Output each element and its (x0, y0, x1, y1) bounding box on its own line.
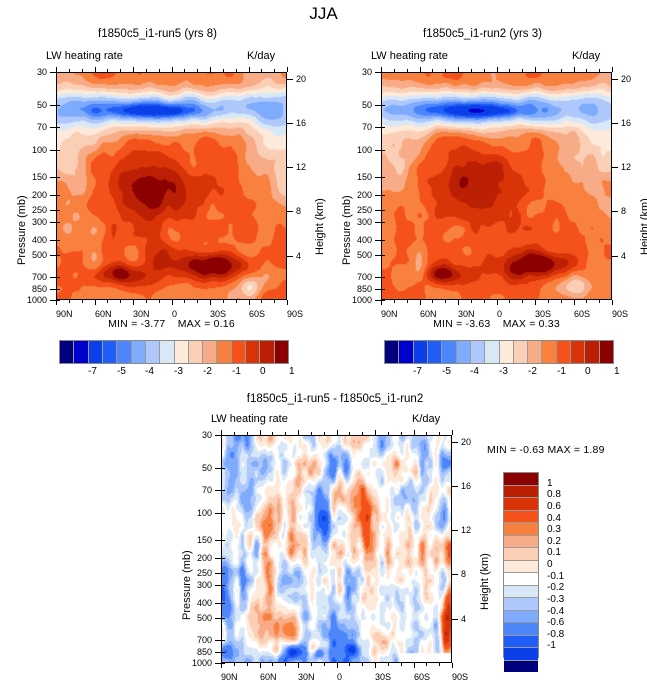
panel-header-right-run2: K/day (572, 50, 601, 62)
colorbar-cell (498, 341, 513, 363)
colorbar-cell (504, 522, 538, 535)
colorbar-cell (116, 341, 131, 363)
colorbar-cell (512, 341, 528, 363)
colorbar-cell (73, 341, 88, 363)
figure-suptitle: JJA (309, 4, 338, 23)
colorbar-cell (504, 509, 538, 522)
stats-diff: MIN = -0.63 MAX = 1.89 (487, 444, 605, 456)
colorbar-cell (144, 341, 160, 363)
min-value-run5: MIN = -3.77 (108, 318, 166, 330)
colorbar-cell (273, 341, 288, 363)
min-value-run2: MIN = -3.63 (433, 318, 491, 330)
colorbar-cell (245, 341, 260, 363)
colorbar-cell (504, 572, 538, 585)
colorbar-cell (426, 341, 442, 363)
panel-header-left-diff: LW heating rate (211, 413, 288, 425)
colorbar-cell (398, 341, 413, 363)
colorbar-cell (504, 597, 538, 610)
max-value-run2: MAX = 0.33 (502, 318, 560, 330)
colorbar-cell (504, 609, 538, 622)
panel-title-diff: f1850c5_i1-run5 - f1850c5_i1-run2 (246, 393, 424, 405)
colorbar-cell (173, 341, 188, 363)
colorbar-cell (598, 341, 613, 363)
colorbar-cell (469, 341, 485, 363)
colorbar-cell (87, 341, 102, 363)
colorbar-cell (504, 547, 538, 560)
colorbar-cell (504, 473, 538, 485)
colorbar-cell (441, 341, 456, 363)
contour-field-run5 (57, 73, 286, 299)
colorbar-cell (555, 341, 571, 363)
colorbar-cell (187, 341, 203, 363)
colorbar-cell (504, 634, 538, 647)
panel-header-right-run5: K/day (247, 50, 276, 62)
plot-area-run5 (56, 72, 287, 300)
colorbar-cell (216, 341, 231, 363)
colorbar-cell (412, 341, 427, 363)
colorbar-cell (504, 559, 538, 572)
colorbar-cell (570, 341, 585, 363)
panel-title-run2: f1850c5_i1-run2 (yrs 3) (423, 28, 542, 40)
max-value-run5: MAX = 0.16 (177, 318, 235, 330)
colorbar-run2[interactable] (384, 340, 614, 364)
panel-header-left-run5: LW heating rate (46, 50, 123, 62)
stats-run2: MIN = -3.63 MAX = 0.33 (381, 318, 612, 330)
colorbar-cell (504, 659, 538, 672)
colorbar-cell (159, 341, 174, 363)
colorbar-cell (504, 484, 538, 497)
plot-area-run2 (381, 72, 612, 300)
colorbar-cell (202, 341, 217, 363)
stats-run5: MIN = -3.77 MAX = 0.16 (56, 318, 287, 330)
colorbar-cell (130, 341, 145, 363)
contour-field-run2 (382, 73, 611, 299)
colorbar-cell (101, 341, 117, 363)
panel-header-left-run2: LW heating rate (371, 50, 448, 62)
plot-area-diff (221, 435, 452, 663)
colorbar-run5[interactable] (59, 340, 289, 364)
colorbar-cell (484, 341, 499, 363)
panel-header-right-diff: K/day (412, 413, 441, 425)
panel-title-run5: f1850c5_i1-run5 (yrs 8) (98, 28, 217, 40)
colorbar-diff[interactable] (503, 472, 539, 672)
colorbar-cell (504, 647, 538, 660)
colorbar-cell (455, 341, 470, 363)
colorbar-cell (385, 341, 399, 363)
colorbar-cell (584, 341, 599, 363)
colorbar-cell (230, 341, 246, 363)
contour-field-diff (222, 436, 451, 662)
colorbar-cell (504, 584, 538, 597)
colorbar-cell (259, 341, 274, 363)
colorbar-cell (504, 534, 538, 547)
colorbar-cell (541, 341, 556, 363)
colorbar-cell (60, 341, 74, 363)
colorbar-cell (504, 622, 538, 635)
colorbar-cell (527, 341, 542, 363)
colorbar-cell (504, 497, 538, 510)
